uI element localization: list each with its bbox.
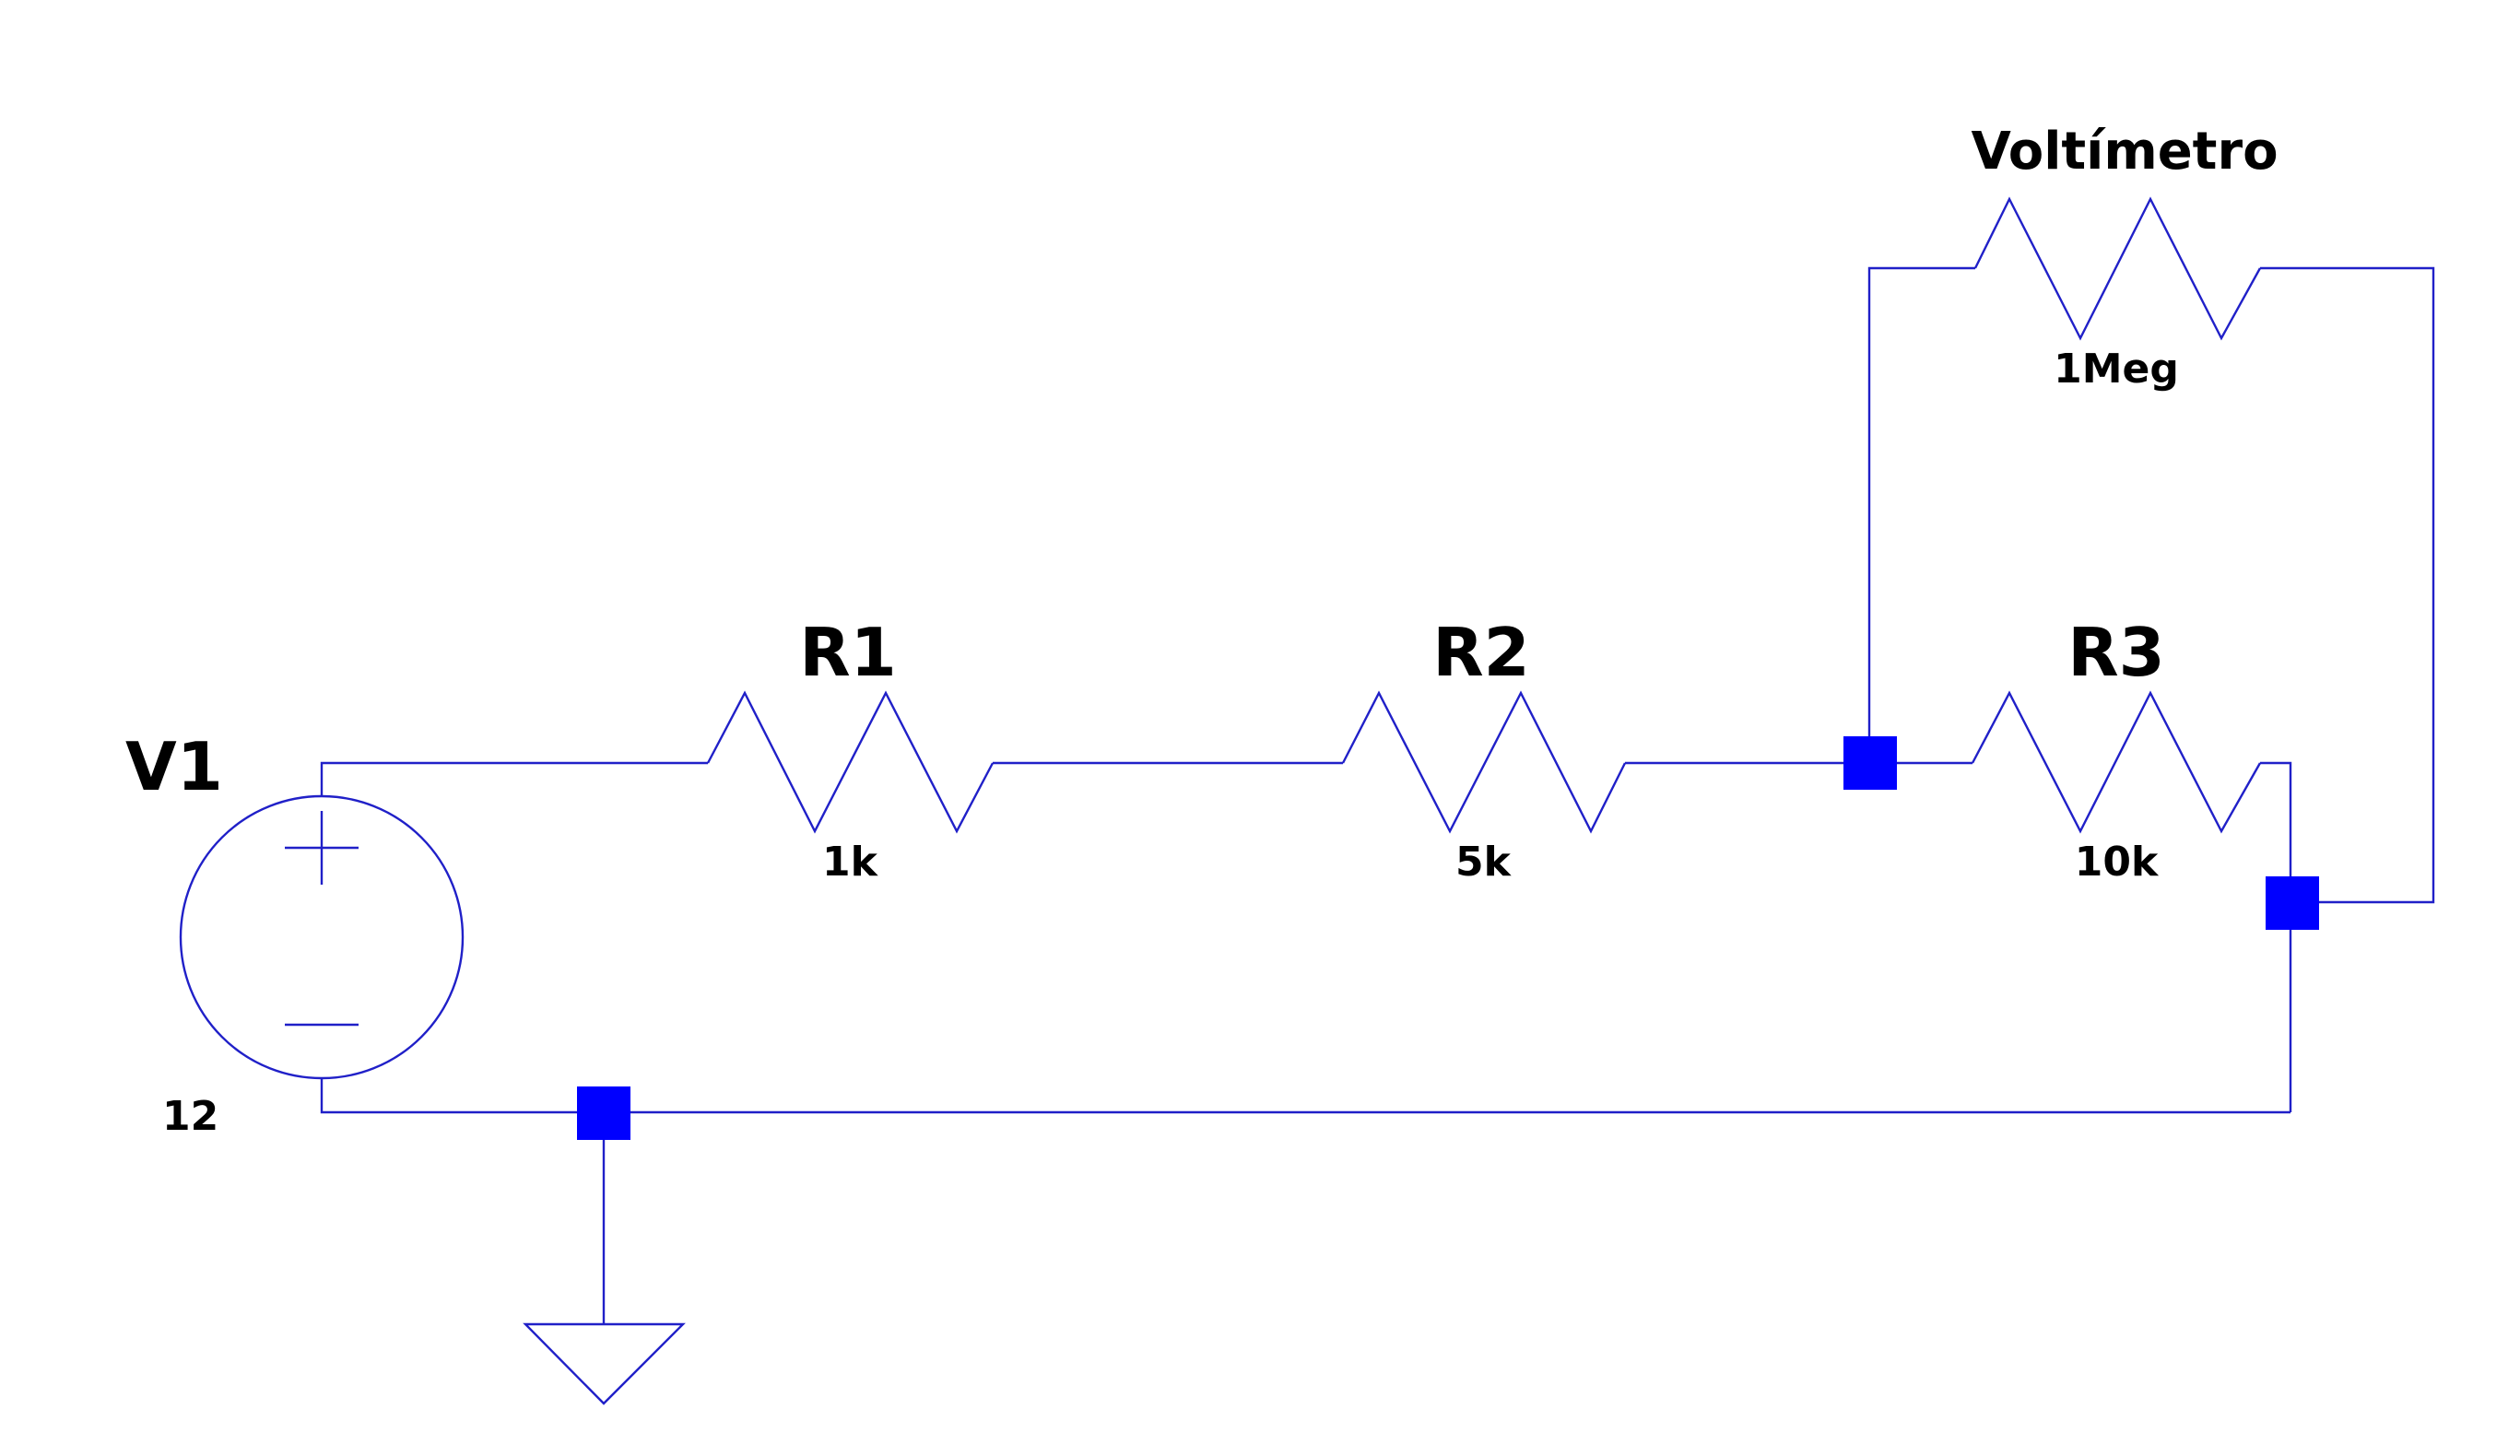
wire-voltmeter-left [1867, 266, 1975, 763]
wire-voltmeter-right [2260, 266, 2435, 904]
voltmeter-name-label: Voltímetro [1971, 122, 2278, 182]
r1-value-label: 1k [822, 839, 879, 886]
wire-v1-to-ground-rail [320, 1078, 2290, 1114]
junction-node-r2-r3[interactable] [1843, 736, 1897, 790]
v1-name-label: V1 [125, 728, 223, 805]
voltage-source-v1[interactable] [179, 794, 465, 1080]
wire-v1-to-r1 [320, 761, 708, 796]
wires [320, 266, 2435, 1324]
v1-value-label: 12 [162, 1093, 218, 1140]
junction-node-r3-right[interactable] [2266, 876, 2319, 930]
voltmeter-value-label: 1Meg [2054, 346, 2179, 393]
r1-name-label: R1 [799, 614, 897, 691]
ground-symbol[interactable] [523, 1322, 686, 1405]
r2-value-label: 5k [1455, 839, 1513, 886]
resistor-r3[interactable] [1971, 690, 2262, 834]
r2-name-label: R2 [1432, 614, 1530, 691]
r3-value-label: 10k [2075, 839, 2160, 886]
resistor-r2[interactable] [1341, 690, 1627, 834]
junction-node-ground[interactable] [577, 1086, 630, 1140]
r3-name-label: R3 [2067, 614, 2165, 691]
resistor-voltmeter[interactable] [1973, 196, 2262, 341]
wire-r3-to-right-node [2260, 761, 2292, 1112]
resistor-r1[interactable] [706, 690, 995, 834]
